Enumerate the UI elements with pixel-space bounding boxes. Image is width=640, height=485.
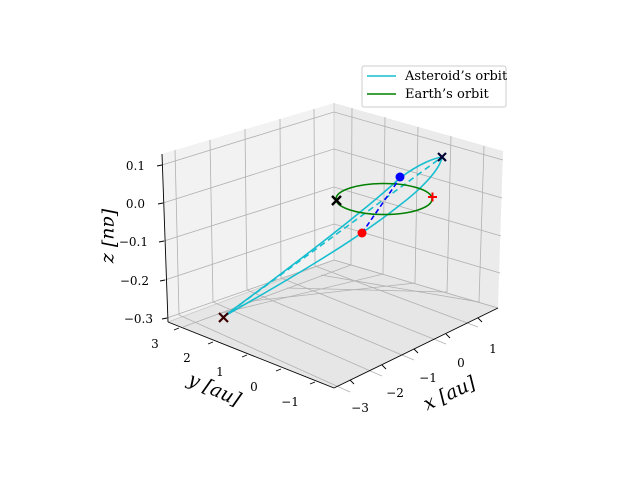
z-axis-label: [au] z	[99, 209, 121, 264]
red-plus-marker	[428, 192, 437, 202]
pane-floor	[168, 260, 498, 388]
pane-back	[334, 103, 503, 308]
x-tick-label: −2	[386, 386, 404, 400]
grid-lines	[161, 107, 504, 393]
legend-label-earth: Earth’s orbit	[405, 87, 490, 102]
z-tick-label: −0.3	[124, 312, 153, 326]
darkred-x-marker	[218, 312, 229, 323]
y-axis-line	[167, 321, 335, 389]
z-tick-label: 0.0	[126, 197, 145, 211]
z-tick-label: 0.1	[126, 159, 145, 173]
y-tick-label: −1	[281, 395, 299, 409]
tick-marks	[156, 164, 483, 385]
x-tick-labels: −3 −2 −1 0 1	[351, 342, 497, 415]
z-tick-labels: 0.1 0.0 −0.1 −0.2 −0.3	[119, 159, 153, 326]
black-x-marker	[331, 195, 342, 206]
x-axis-line	[333, 307, 499, 389]
x-tick-label: −3	[351, 401, 369, 415]
y-tick-label: 1	[216, 365, 224, 379]
y-tick-label: 2	[183, 351, 191, 365]
y-tick-label: 0	[250, 380, 258, 394]
red-dot-marker	[357, 228, 367, 238]
x-tick-label: 1	[489, 342, 497, 356]
y-tick-label: 3	[151, 337, 159, 351]
y-tick-labels: 3 2 1 0 −1	[151, 337, 299, 409]
blue-dot-marker	[395, 172, 405, 182]
navy-x-marker	[437, 152, 447, 162]
legend-box	[361, 65, 507, 108]
z-tick-label: −0.2	[120, 274, 149, 288]
asteroid-apsidal-line	[222, 156, 443, 318]
legend: Asteroid’s orbit Earth’s orbit	[361, 65, 508, 108]
legend-label-asteroid: Asteroid’s orbit	[404, 69, 508, 84]
z-tick-label: −0.1	[119, 235, 148, 249]
y-axis-label: y [au]	[184, 368, 245, 411]
x-tick-label: 0	[457, 356, 465, 370]
x-tick-label: −1	[419, 371, 437, 385]
transfer-path	[361, 177, 401, 234]
axis-lines	[161, 153, 499, 389]
z-axis-line	[161, 153, 169, 323]
